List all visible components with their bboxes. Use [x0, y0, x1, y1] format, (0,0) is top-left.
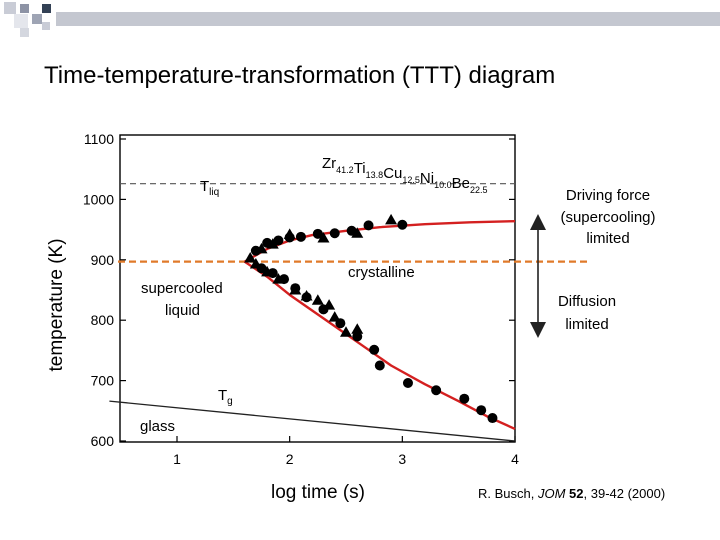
element-fraction: 41.2 [336, 165, 354, 175]
supercooled-label: supercooled [141, 280, 223, 297]
y-tick-label: 900 [91, 252, 115, 268]
deco-square [20, 4, 29, 13]
glass-label: glass [140, 418, 175, 435]
tg-label-sub: g [227, 396, 233, 407]
data-point-triangle [244, 251, 257, 263]
citation-volume: 52 [569, 486, 584, 501]
data-point-triangle [323, 299, 336, 310]
citation: R. Busch, JOM 52, 39-42 (2000) [478, 486, 665, 501]
data-point-circle [273, 235, 284, 246]
data-point-circle [312, 228, 323, 239]
axes: 600 700 800 900 1000 1100 1 2 3 4 log time (s) temp… [46, 131, 519, 503]
x-tick-label: 3 [398, 451, 406, 467]
deco-square [42, 4, 51, 13]
citation-author: R. Busch, [478, 486, 538, 501]
data-point-triangle [249, 258, 262, 269]
deco-square [32, 14, 42, 24]
y-tick-label: 700 [91, 373, 115, 389]
driving-force-label: Driving force [566, 187, 650, 204]
right-annotations: Driving force (supercooling) limited Diffus… [530, 187, 656, 338]
tliq-label-base: T [200, 178, 209, 195]
data-point-circle [402, 378, 413, 389]
data-point-circle [459, 393, 470, 404]
data-point-triangle [261, 265, 274, 277]
diffusion-label: Diffusion [558, 293, 616, 310]
plot-frame [119, 134, 516, 443]
liquid-label: liquid [165, 302, 200, 319]
alloy-composition: Zr41.2Ti13.8Cu12.5Ni10.0Be22.5 [322, 155, 488, 195]
tg-label: Tg [218, 387, 233, 407]
data-point-circle [374, 360, 385, 371]
deco-square [4, 2, 16, 14]
data-point-triangle [300, 290, 313, 301]
data-point-triangle [272, 273, 285, 284]
crystalline-label: crystalline [348, 264, 415, 281]
data-point-triangle [340, 326, 352, 337]
data-point-triangle [351, 227, 364, 238]
data-point-triangle [351, 323, 364, 334]
data-point-circle [487, 413, 498, 424]
x-tick-label: 2 [286, 451, 294, 467]
tg-label-base: T [218, 387, 227, 404]
citation-pages: , 39-42 (2000) [583, 486, 666, 501]
element-fraction: 12.5 [402, 175, 420, 185]
glass-line [109, 400, 516, 442]
y-tick-label: 800 [91, 312, 115, 328]
element-fraction: 10.0 [434, 180, 452, 190]
x-tick-label: 1 [173, 451, 181, 467]
element-fraction: 22.5 [470, 185, 488, 195]
y-axis-label: temperature (K) [46, 238, 67, 371]
data-point-circle [397, 219, 408, 230]
y-tick-label: 1100 [84, 131, 114, 147]
y-tick-label: 600 [91, 433, 115, 449]
driving-force-label: limited [586, 230, 629, 247]
deco-square [14, 14, 28, 28]
x-axis-label: log time (s) [271, 482, 365, 503]
element-symbol: Ni [420, 170, 434, 187]
deco-square [42, 22, 50, 30]
element-symbol: Zr [322, 155, 336, 172]
data-point-triangle [289, 284, 302, 295]
deco-square [20, 28, 29, 37]
nose-curve [243, 219, 516, 431]
data-points [244, 213, 498, 424]
element-symbol: Cu [383, 165, 402, 182]
tliq-label: Tliq [200, 178, 219, 198]
data-point-circle [352, 331, 363, 342]
data-point-circle [295, 231, 306, 242]
data-point-circle [363, 220, 374, 231]
y-tick-label: 1000 [83, 191, 114, 207]
header-rule [56, 12, 720, 26]
slide-title: Time-temperature-transformation (TTT) di… [44, 62, 556, 89]
chart-labels: TliqTgcrystallinesupercooledliquidglassZ… [140, 155, 488, 435]
data-point-circle [476, 405, 487, 416]
data-point-circle [329, 228, 340, 239]
driving-force-label: (supercooling) [560, 209, 655, 226]
element-symbol: Be [452, 175, 470, 192]
data-point-triangle [328, 311, 341, 322]
data-point-triangle [385, 213, 398, 225]
tliq-label-sub: liq [209, 187, 219, 198]
nose-curve-lower [243, 260, 516, 431]
data-point-triangle [311, 294, 324, 305]
reference-lines [109, 183, 588, 442]
data-point-triangle [255, 242, 268, 254]
element-symbol: Ti [354, 160, 366, 177]
diffusion-label: limited [565, 316, 608, 333]
x-tick-label: 4 [511, 451, 519, 467]
citation-journal: JOM [537, 486, 566, 501]
data-point-circle [369, 344, 380, 355]
data-point-triangle [266, 238, 279, 249]
element-fraction: 13.8 [366, 170, 384, 180]
data-point-triangle [283, 228, 296, 239]
data-point-triangle [317, 232, 330, 243]
nose-curve-upper [244, 219, 516, 263]
data-point-circle [431, 385, 442, 396]
